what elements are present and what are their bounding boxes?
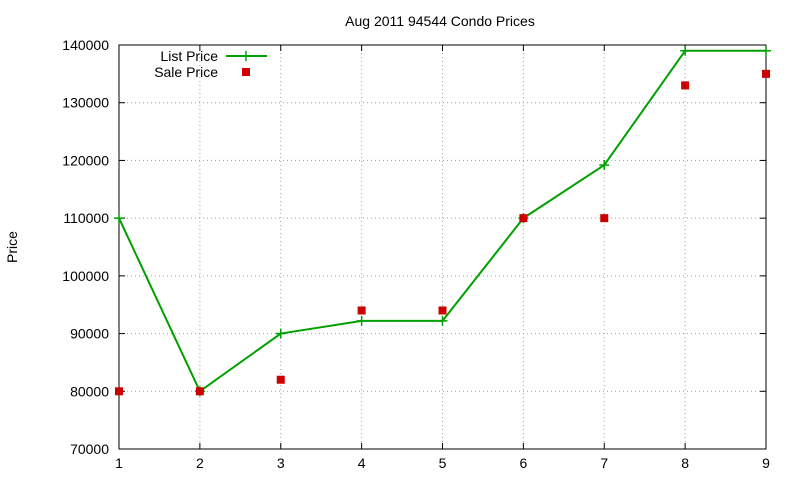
data-point — [275, 328, 286, 339]
x-tick-label: 1 — [115, 455, 123, 471]
chart-title: Aug 2011 94544 Condo Prices — [345, 13, 535, 29]
y-tick-label: 130000 — [62, 95, 109, 111]
data-point — [761, 45, 771, 56]
y-tick-label: 110000 — [63, 210, 109, 226]
x-tick-label: 2 — [196, 455, 204, 471]
x-tick-label: 6 — [519, 455, 527, 471]
legend-label: Sale Price — [154, 64, 218, 80]
data-point — [115, 387, 123, 396]
data-point — [762, 69, 770, 78]
data-point — [519, 214, 528, 223]
x-tick-label: 9 — [762, 455, 770, 471]
y-axis-label: Price — [4, 231, 20, 263]
legend-marker — [241, 51, 251, 61]
y-tick-label: 90000 — [70, 326, 109, 342]
legend-marker — [242, 68, 250, 76]
data-point — [600, 214, 609, 223]
legend-item: List Price — [160, 48, 267, 64]
data-point — [276, 375, 285, 384]
data-point — [438, 306, 447, 315]
data-point — [437, 315, 448, 326]
data-point — [195, 387, 204, 396]
legend-item: Sale Price — [154, 64, 250, 80]
y-tick-label: 80000 — [70, 383, 109, 399]
y-tick-label: 70000 — [70, 441, 109, 457]
axis-ticks: 70000 80000 90000 100000 110000 120000 130000 1… — [62, 37, 770, 471]
data-series — [114, 45, 771, 397]
x-tick-label: 8 — [681, 455, 689, 471]
legend-label: List Price — [160, 48, 218, 64]
data-point — [356, 315, 367, 326]
data-point — [114, 213, 124, 224]
x-tick-label: 7 — [600, 455, 608, 471]
data-point — [680, 45, 691, 56]
data-point — [599, 160, 610, 171]
x-tick-label: 3 — [277, 455, 285, 471]
y-tick-label: 140000 — [62, 37, 109, 53]
grid-lines — [119, 45, 766, 449]
plot-frame — [118, 44, 767, 450]
x-tick-label: 4 — [358, 455, 366, 471]
y-tick-label: 120000 — [62, 152, 109, 168]
data-point — [681, 81, 690, 90]
y-tick-label: 100000 — [62, 268, 109, 284]
series-2 — [115, 69, 770, 396]
x-tick-label: 5 — [439, 455, 447, 471]
data-point — [357, 306, 366, 315]
